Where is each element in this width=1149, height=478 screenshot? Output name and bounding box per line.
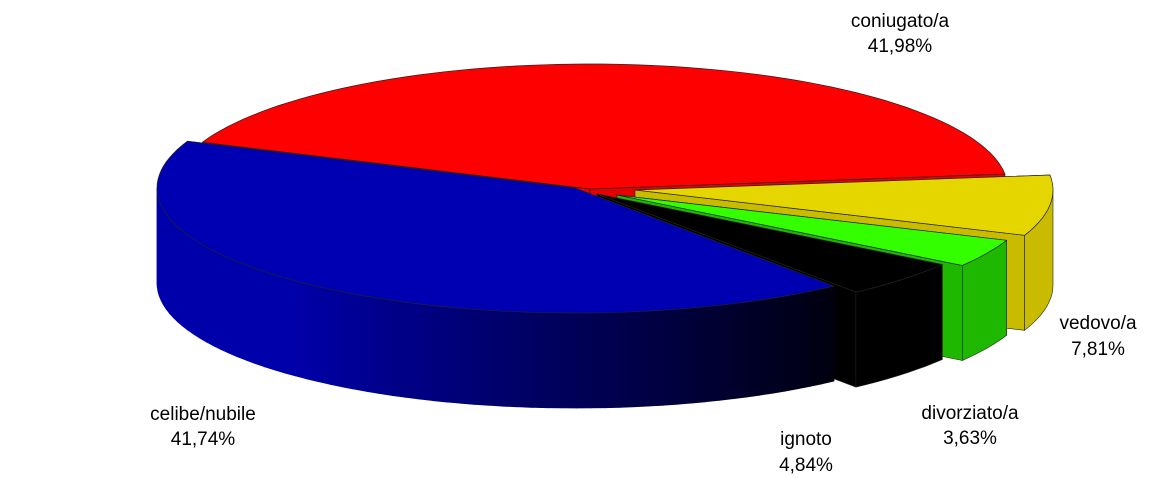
value-ignoto: 4,84% bbox=[779, 455, 833, 476]
slice-side-band bbox=[220, 253, 230, 354]
slice-side-band bbox=[405, 301, 420, 400]
slice-side-band bbox=[284, 277, 297, 377]
slice-side-band bbox=[634, 310, 650, 408]
label-celibe: celibe/nubile bbox=[150, 404, 256, 425]
value-divorziato: 3,63% bbox=[943, 428, 997, 449]
slice-side-band bbox=[677, 307, 693, 405]
pie-slices bbox=[156, 63, 1054, 409]
slice-side-band bbox=[264, 271, 276, 371]
slice-side-band bbox=[317, 286, 331, 385]
slice-side-band bbox=[809, 288, 823, 387]
slice-side-band bbox=[181, 229, 188, 331]
slice-side-band bbox=[341, 291, 355, 390]
slice-side-band bbox=[619, 311, 635, 408]
slice-side-band bbox=[392, 300, 407, 398]
slice-side-band bbox=[546, 312, 563, 409]
label-divorziato: divorziato/a bbox=[921, 403, 1019, 424]
slice-side-band bbox=[366, 295, 380, 394]
slice-side-band bbox=[532, 311, 548, 409]
slice-side-band bbox=[446, 306, 462, 404]
value-celibe: 41,74% bbox=[171, 429, 236, 450]
slice-top bbox=[616, 194, 1007, 266]
label-ignoto: ignoto bbox=[780, 429, 832, 450]
slice-side-band bbox=[691, 306, 707, 404]
slice-side-band bbox=[772, 295, 786, 394]
slice-side-band bbox=[205, 246, 214, 347]
slice-side-band bbox=[228, 257, 238, 358]
slice-side-band bbox=[419, 303, 434, 402]
slice-side-band bbox=[785, 293, 799, 392]
slice-side-band bbox=[329, 288, 343, 388]
slice-side-band bbox=[732, 301, 747, 400]
slice-side-band bbox=[379, 298, 393, 396]
label-vedovo: vedovo/a bbox=[1059, 313, 1137, 334]
value-vedovo: 7,81% bbox=[1071, 339, 1125, 360]
slice-side-band bbox=[274, 274, 286, 374]
value-coniugato: 41,98% bbox=[868, 36, 933, 57]
slice-side-band bbox=[254, 267, 266, 368]
slice-side-band bbox=[212, 249, 222, 351]
slice-side-band bbox=[576, 312, 592, 409]
slice-side-band bbox=[503, 310, 519, 408]
slice-side-band bbox=[169, 217, 174, 319]
slice-side-band bbox=[797, 290, 811, 390]
slice-side-band bbox=[488, 309, 504, 407]
slice-side-band bbox=[719, 303, 734, 401]
slice-side-band bbox=[306, 283, 319, 383]
slice-side-band bbox=[165, 212, 170, 315]
slice-side-band bbox=[187, 234, 194, 335]
slice-side-band bbox=[245, 264, 256, 365]
slice-top bbox=[202, 63, 1006, 190]
slice-side-band bbox=[192, 238, 200, 339]
slice-top bbox=[596, 193, 943, 293]
slice-side-band bbox=[172, 221, 178, 323]
slice-side-band bbox=[759, 297, 774, 396]
slice-side-band bbox=[163, 208, 167, 311]
slice-side-band bbox=[561, 312, 577, 409]
slice-side-band bbox=[353, 293, 368, 392]
slice-side-band bbox=[460, 307, 476, 405]
pie-labels: coniugato/a 41,98% vedovo/a 7,81% divorz… bbox=[150, 11, 1137, 476]
slice-celibe-nubile bbox=[156, 140, 835, 409]
slice-side-band bbox=[295, 280, 308, 380]
slice-side-band bbox=[705, 304, 720, 403]
slice-side-band bbox=[663, 308, 678, 406]
slice-side-band bbox=[648, 309, 664, 407]
label-coniugato: coniugato/a bbox=[851, 11, 950, 32]
slice-side-band bbox=[821, 285, 835, 385]
slice-top bbox=[156, 140, 835, 314]
slice-side-band bbox=[590, 312, 606, 409]
slice-side-band bbox=[177, 225, 183, 327]
slice-side-band bbox=[474, 308, 490, 406]
slice-side-band bbox=[605, 311, 621, 409]
slice-side-band bbox=[517, 311, 533, 408]
slice-side-band bbox=[199, 242, 207, 343]
slice-top bbox=[634, 174, 1054, 236]
slice-side-band bbox=[432, 305, 448, 403]
slice-side-band bbox=[236, 261, 247, 361]
slice-side-band bbox=[746, 299, 761, 398]
